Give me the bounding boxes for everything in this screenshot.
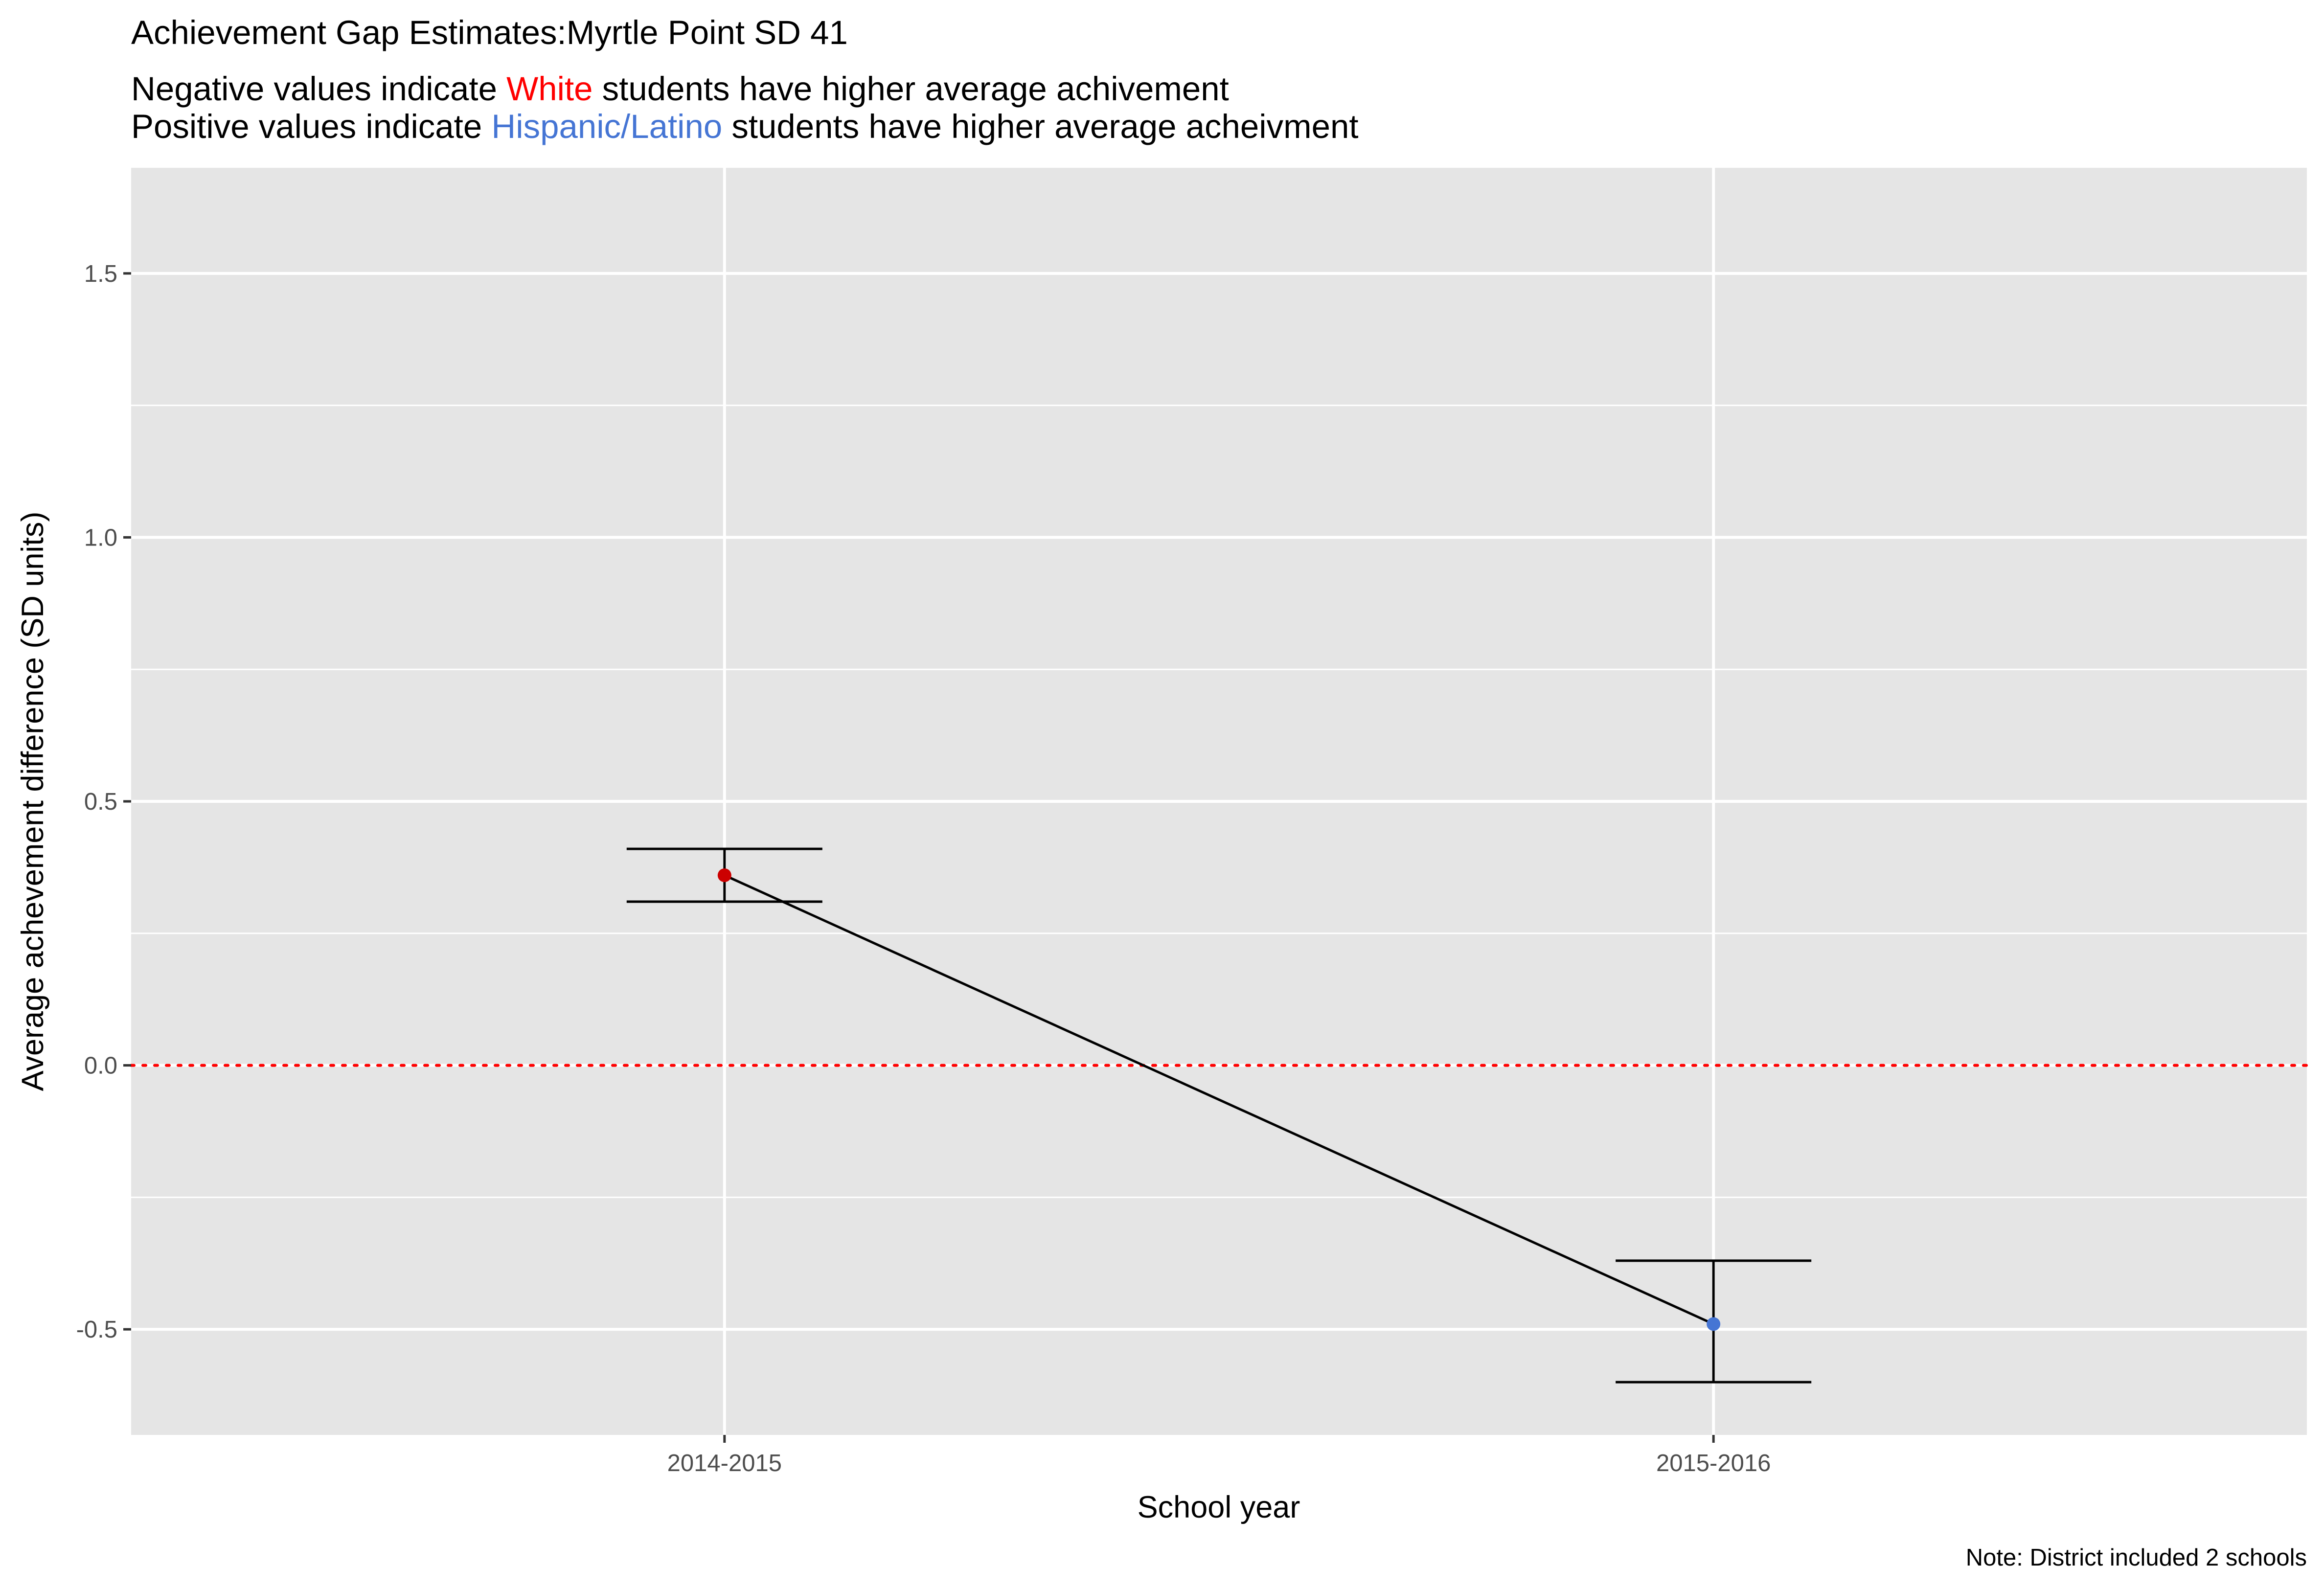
axes: -0.5 0.0 0.5 1.0 1.5 2014-2015 2015-2016 (76, 261, 1771, 1476)
subtitle-line-2-prefix: Positive values indicate (131, 108, 491, 145)
chart-subtitle-line-2: Positive values indicate Hispanic/Latino… (131, 108, 1359, 145)
grid-lines (131, 168, 2307, 1435)
subtitle-line-1-prefix: Negative values indicate (131, 70, 506, 108)
x-tick-label: 2014-2015 (667, 1450, 782, 1476)
data-point (1707, 1317, 1721, 1331)
chart-caption: Note: District included 2 schools (1966, 1545, 2307, 1571)
chart-subtitle-line-1: Negative values indicate White students … (131, 70, 1229, 108)
subtitle-hispanic-highlight: Hispanic/Latino (491, 108, 722, 145)
subtitle-line-1-suffix: students have higher average achivement (593, 70, 1229, 108)
y-axis-title: Average achevement difference (SD units) (16, 512, 50, 1091)
subtitle-white-highlight: White (506, 70, 592, 108)
x-axis-title: School year (1138, 1490, 1300, 1524)
x-tick-label: 2015-2016 (1656, 1450, 1771, 1476)
series-line-segment (724, 874, 1714, 1325)
y-tick-label: 1.0 (84, 524, 117, 551)
subtitle-line-2-suffix: students have higher average acheivment (722, 108, 1358, 145)
series-marks (626, 847, 1812, 1384)
y-tick-label: 1.5 (84, 261, 117, 287)
data-point (717, 868, 731, 883)
y-tick-label: -0.5 (76, 1317, 117, 1343)
chart-title: Achievement Gap Estimates:Myrtle Point S… (131, 14, 848, 51)
y-tick-label: 0.0 (84, 1053, 117, 1079)
y-tick-label: 0.5 (84, 789, 117, 815)
